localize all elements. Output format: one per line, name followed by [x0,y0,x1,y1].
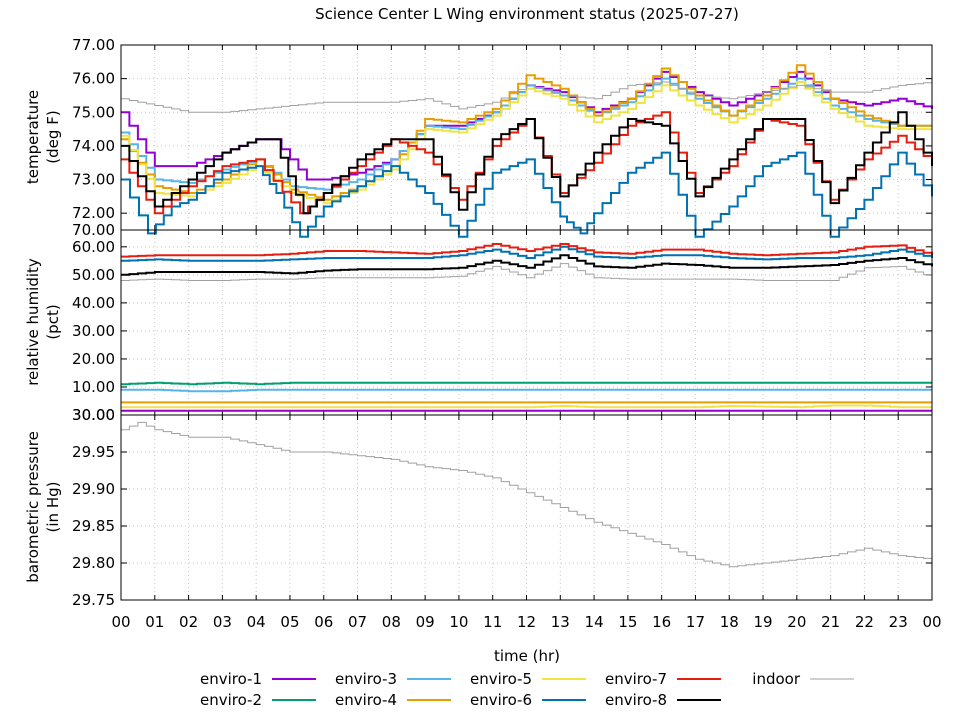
y-axis-label: temperature (deg F) [24,90,62,184]
y-tick-label: 29.85 [72,517,115,535]
x-tick-label: 06 [314,613,333,631]
legend-label-enviro-5: enviro-5 [470,670,532,688]
x-tick-label: 22 [855,613,874,631]
humidity-panel: 10.00 20.00 30.00 40.00 50.00 60.00 30.00 relat… [24,229,933,424]
y-tick-label: 29.75 [72,591,115,609]
x-tick-label: 02 [179,613,198,631]
y-axis-label-line2: (pct) [44,304,62,339]
y-tick-label: 29.90 [72,480,115,498]
x-tick-label: 15 [618,613,637,631]
series-line-indoor [121,81,933,113]
y-tick-label: 72.00 [72,204,115,222]
legend-label-enviro-8: enviro-8 [605,691,667,709]
x-tick-label: 07 [348,613,367,631]
series-line-enviro-8 [121,254,933,276]
series-line-enviro-6 [121,151,933,238]
legend-label-enviro-2: enviro-2 [200,691,262,709]
y-tick-label: 76.00 [72,70,115,88]
series-line-enviro-3 [121,388,932,393]
x-tick-label: 00 [922,613,941,631]
y-axis-label: relative humidity (pct) [24,258,62,386]
series-line-enviro-4 [121,64,932,201]
x-tick-label: 19 [753,613,772,631]
x-axis-label: time (hr) [494,647,560,665]
y-tick-label: 30.00 [72,322,115,340]
x-tick-label: 00 [111,613,130,631]
legend-label-enviro-6: enviro-6 [470,691,532,709]
y-axis-label-line2: (deg F) [44,110,62,163]
x-tick-label: 17 [686,613,705,631]
y-tick-label: 29.80 [72,554,115,572]
temperature-panel: 72.00 73.00 74.00 75.00 76.00 77.00 70.00 tempe… [24,36,933,239]
x-tick-label: 21 [821,613,840,631]
y-tick-label: 75.00 [72,103,115,121]
x-axis: 00 01 02 03 04 05 06 07 08 09 10 11 12 13 14 15 16 17 18 19… [111,613,941,631]
y-tick-label: 10.00 [72,378,115,396]
y-axis-label-line1: barometric pressure [24,431,42,583]
series-line-enviro-5 [121,81,932,205]
x-tick-label: 01 [145,613,164,631]
x-tick-label: 10 [449,613,468,631]
legend-label-enviro-7: enviro-7 [605,670,667,688]
legend-label-enviro-1: enviro-1 [200,670,262,688]
y-tick-label: 73.00 [72,171,115,189]
x-tick-label: 20 [787,613,806,631]
x-tick-label: 12 [517,613,536,631]
y-axis-label-line2: (in Hg) [44,482,62,533]
x-tick-label: 23 [889,613,908,631]
x-tick-label: 08 [382,613,401,631]
y-tick-label: 40.00 [72,294,115,312]
y-tick-label: 29.95 [72,443,115,461]
series-line-indoor [121,263,933,281]
y-tick-label: 30.00 [72,406,115,424]
legend-label-enviro-4: enviro-4 [335,691,397,709]
series-line-enviro-8 [121,111,933,215]
x-tick-label: 14 [585,613,604,631]
series-line-enviro-5 [121,404,932,409]
y-axis-label: barometric pressure (in Hg) [24,431,62,583]
x-tick-label: 18 [720,613,739,631]
legend-label-enviro-3: enviro-3 [335,670,397,688]
plot-frame [120,414,933,601]
series-line-enviro-7 [121,243,933,258]
x-tick-label: 03 [213,613,232,631]
pressure-panel: 29.75 29.80 29.85 29.90 29.95 30.00 barometric… [24,406,933,609]
x-tick-label: 13 [551,613,570,631]
x-tick-label: 16 [652,613,671,631]
series-line-enviro-2 [121,381,932,386]
series-line-enviro-6 [121,245,933,262]
x-tick-label: 11 [483,613,502,631]
x-tick-label: 09 [416,613,435,631]
legend-label-indoor: indoor [752,670,801,688]
y-tick-label-bottom: 30.00 [72,406,115,424]
y-tick-label: 20.00 [72,350,115,368]
chart-title: Science Center L Wing environment status… [315,5,739,23]
y-tick-label: 74.00 [72,137,115,155]
y-tick-label: 60.00 [72,238,115,256]
y-tick-label-bottom: 70.00 [72,221,115,239]
legend: enviro-1 enviro-2 enviro-3 enviro-4 enviro-5… [200,670,854,709]
y-tick-label: 77.00 [72,36,115,54]
series-line-indoor [121,421,933,568]
x-tick-label: 04 [247,613,266,631]
y-axis-label-line1: temperature [24,90,42,184]
x-tick-label: 05 [280,613,299,631]
y-axis-label-line1: relative humidity [24,258,42,386]
y-tick-label: 50.00 [72,266,115,284]
